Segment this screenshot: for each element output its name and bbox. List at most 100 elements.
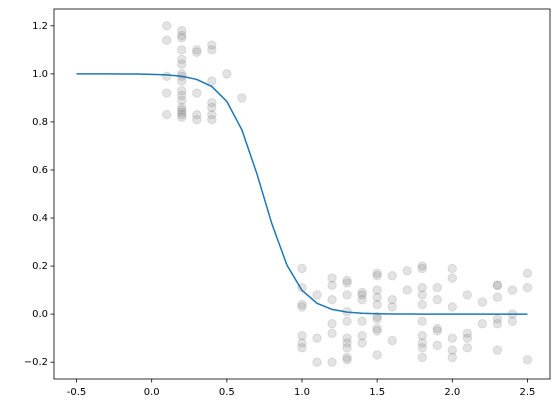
point: [417, 331, 427, 341]
y-tick-label: 0.6: [32, 165, 48, 176]
point: [207, 45, 217, 55]
point: [297, 299, 307, 310]
point: [417, 290, 427, 300]
point: [372, 314, 382, 324]
point: [492, 319, 503, 329]
point: [372, 299, 382, 310]
point: [357, 316, 367, 327]
point: [462, 343, 473, 353]
point: [402, 266, 412, 276]
point: [372, 292, 382, 303]
point: [357, 287, 367, 298]
y-tick-label: 1.2: [32, 21, 48, 32]
point: [432, 340, 442, 351]
point: [177, 112, 187, 122]
point: [162, 21, 172, 31]
point: [177, 90, 187, 101]
point: [327, 295, 337, 305]
point: [237, 93, 247, 103]
point: [297, 302, 307, 312]
y-tick-label: −0.2: [24, 357, 48, 368]
point: [447, 345, 458, 355]
x-tick-label: 1.0: [294, 387, 310, 398]
y-tick-label: 0.0: [32, 309, 48, 320]
point: [177, 102, 187, 113]
point: [207, 76, 217, 86]
point: [342, 278, 352, 288]
point: [177, 107, 187, 118]
point: [192, 110, 202, 120]
point: [372, 270, 382, 281]
point: [327, 280, 337, 290]
point: [342, 352, 352, 363]
point: [162, 88, 172, 98]
point: [447, 352, 458, 363]
point: [342, 333, 352, 343]
point: [177, 25, 187, 36]
point: [162, 71, 172, 81]
point: [372, 350, 382, 360]
point: [387, 270, 397, 281]
x-tick-label: 1.5: [369, 387, 385, 398]
x-tick-label: 0.5: [219, 387, 235, 398]
point: [177, 59, 187, 69]
y-tick-label: 0.8: [32, 117, 48, 128]
y-tick-label: 1.0: [32, 69, 48, 80]
point: [177, 110, 187, 120]
point: [417, 283, 427, 293]
point: [417, 338, 427, 348]
point: [207, 110, 217, 120]
point: [432, 283, 442, 293]
point: [162, 35, 172, 45]
point: [492, 292, 503, 303]
point: [447, 263, 458, 274]
point: [357, 338, 367, 348]
point: [372, 323, 382, 334]
point: [462, 328, 473, 339]
point: [387, 335, 397, 346]
point: [507, 316, 518, 327]
point: [417, 352, 427, 363]
point: [177, 30, 187, 41]
point: [207, 114, 217, 125]
point: [417, 263, 427, 274]
point: [522, 283, 533, 293]
point: [342, 338, 352, 348]
y-tick-label: 0.2: [32, 261, 48, 272]
point: [432, 295, 442, 305]
point: [492, 280, 503, 290]
point: [417, 343, 427, 353]
point: [327, 319, 337, 329]
point: [522, 355, 533, 365]
line: [76, 73, 528, 315]
point: [372, 268, 382, 278]
point: [177, 33, 187, 43]
point: [192, 114, 202, 125]
point: [192, 45, 202, 55]
point: [417, 261, 427, 271]
point: [402, 285, 412, 295]
point: [447, 302, 458, 312]
point: [477, 297, 488, 307]
point: [342, 343, 352, 353]
point: [192, 88, 202, 98]
x-tick-label: -0.5: [67, 387, 87, 398]
x-tick-label: 2.0: [444, 387, 460, 398]
point: [207, 98, 217, 108]
point: [177, 85, 187, 96]
point: [492, 345, 503, 355]
point: [177, 76, 187, 86]
point: [162, 110, 172, 120]
point: [462, 333, 473, 343]
point: [387, 302, 397, 312]
point: [192, 47, 202, 57]
point: [357, 295, 367, 305]
point: [327, 357, 337, 367]
point: [342, 290, 352, 300]
point: [177, 54, 187, 65]
point: [372, 326, 382, 336]
point: [342, 275, 352, 286]
point: [372, 285, 382, 295]
